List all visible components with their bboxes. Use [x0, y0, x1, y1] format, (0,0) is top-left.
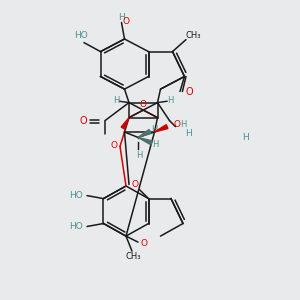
Text: CH₃: CH₃	[186, 31, 201, 40]
Text: H: H	[118, 13, 125, 22]
Polygon shape	[154, 125, 168, 132]
Text: H: H	[180, 120, 186, 129]
Text: H: H	[136, 151, 143, 160]
Text: O: O	[122, 16, 130, 26]
Text: O: O	[110, 141, 118, 150]
Text: H: H	[186, 129, 192, 138]
Polygon shape	[138, 130, 151, 137]
Polygon shape	[138, 137, 152, 145]
Polygon shape	[121, 118, 129, 129]
Text: O: O	[173, 120, 181, 129]
Text: H: H	[151, 125, 158, 134]
Text: H: H	[113, 96, 120, 105]
Text: CH₃: CH₃	[126, 252, 141, 261]
Text: H: H	[243, 134, 249, 142]
Text: O: O	[80, 116, 87, 126]
Text: HO: HO	[70, 191, 83, 200]
Text: O: O	[185, 86, 193, 97]
Text: O: O	[140, 239, 148, 248]
Text: HO: HO	[74, 31, 88, 40]
Text: H: H	[152, 140, 159, 149]
Text: O: O	[140, 100, 147, 109]
Text: HO: HO	[70, 222, 83, 231]
Text: H: H	[167, 96, 173, 105]
Text: O: O	[131, 180, 139, 189]
